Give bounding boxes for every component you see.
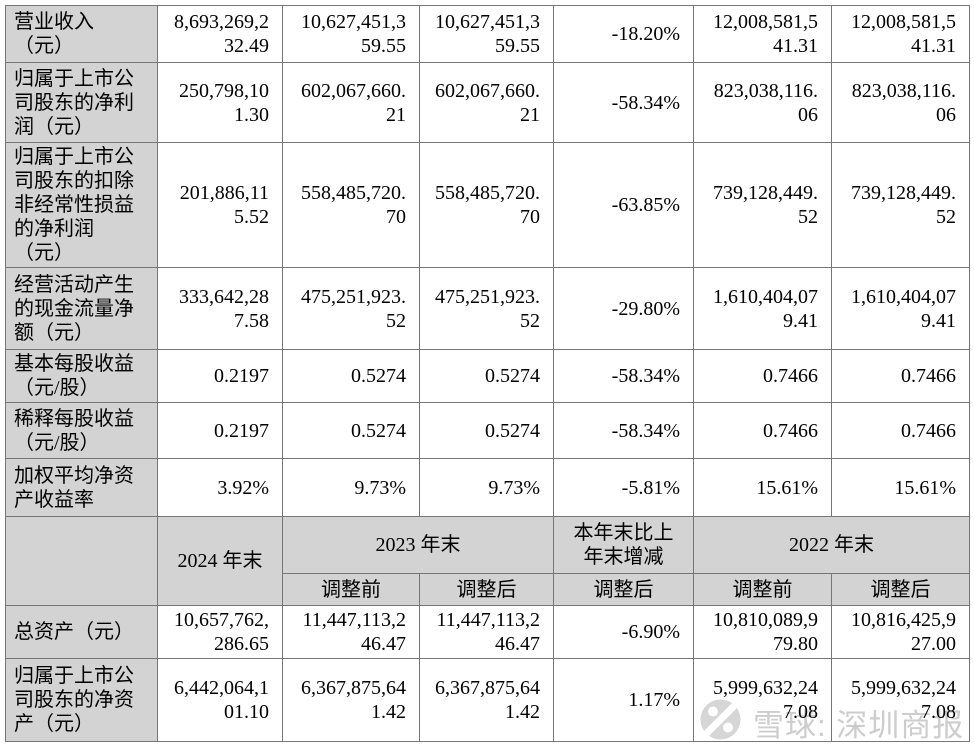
header-2023-post-adjust: 调整后 [419,573,554,606]
table-row-operating-cash-flow: 经营活动产生 的现金流量净 额（元） 333,642,287.58 475,25… [5,267,970,350]
table-row-deducted-net-profit: 归属于上市公 司股东的扣除 非经常性损益 的净利润 （元） 201,886,11… [5,142,970,268]
diluted-eps-2023-post: 0.5274 [419,402,554,459]
row-label-operating-cash-flow: 经营活动产生 的现金流量净 额（元） [5,267,158,350]
row-label-net-profit: 归属于上市公 司股东的净利 润（元） [5,62,158,143]
header-2024-year-end: 2024 年末 [157,516,283,606]
roe-2023-pre: 9.73% [282,458,420,517]
header-2022-pre-adjust: 调整前 [693,573,832,606]
cash-flow-2023-post: 475,251,923.52 [419,267,554,350]
table-row-total-assets: 总资产（元） 10,657,762,286.65 11,447,113,246.… [5,605,970,659]
deducted-net-profit-2024: 201,886,115.52 [157,142,283,268]
basic-eps-2024: 0.2197 [157,349,283,403]
deducted-net-profit-2022-post: 739,128,449.52 [831,142,970,268]
revenue-2024: 8,693,269,232.49 [157,5,283,63]
deducted-net-profit-2022-pre: 739,128,449.52 [693,142,832,268]
total-assets-change: -6.90% [553,605,694,659]
adjustment-header-row: 调整前 调整后 调整后 调整前 调整后 [6,573,970,606]
revenue-2022-pre: 12,008,581,541.31 [693,5,832,63]
row-label-deducted-net-profit: 归属于上市公 司股东的扣除 非经常性损益 的净利润 （元） [5,142,158,268]
net-assets-2023-pre: 6,367,875,641.42 [282,658,420,742]
diluted-eps-2022-post: 0.7466 [831,402,970,459]
cash-flow-2022-post: 1,610,404,079.41 [831,267,970,350]
cash-flow-2023-pre: 475,251,923.52 [282,267,420,350]
header-2022-post-adjust: 调整后 [831,573,970,606]
net-assets-2022-pre: 5,999,632,247.08 [693,658,832,742]
total-assets-2022-pre: 10,810,089,979.80 [693,605,832,659]
deducted-net-profit-2023-pre: 558,485,720.70 [282,142,420,268]
basic-eps-2022-post: 0.7466 [831,349,970,403]
header-yoy-change: 本年末比上 年末增减 [553,516,694,574]
diluted-eps-2023-pre: 0.5274 [282,402,420,459]
deducted-net-profit-change: -63.85% [553,142,694,268]
cash-flow-2024: 333,642,287.58 [157,267,283,350]
row-label-basic-eps: 基本每股收益 （元/股） [5,349,158,403]
revenue-2023-post: 10,627,451,359.55 [419,5,554,63]
header-2023-year-end: 2023 年末 [282,516,554,574]
row-label-revenue: 营业收入 （元） [5,5,158,63]
total-assets-2024: 10,657,762,286.65 [157,605,283,659]
roe-2024: 3.92% [157,458,283,517]
revenue-2022-post: 12,008,581,541.31 [831,5,970,63]
basic-eps-2022-pre: 0.7466 [693,349,832,403]
table-row-net-assets: 归属于上市公 司股东的净资 产（元） 6,442,064,101.10 6,36… [5,658,970,742]
net-assets-change: 1.17% [553,658,694,742]
net-profit-2023-pre: 602,067,660.21 [282,62,420,143]
net-assets-2022-post: 5,999,632,247.08 [831,658,970,742]
net-profit-2023-post: 602,067,660.21 [419,62,554,143]
net-profit-2022-post: 823,038,116.06 [831,62,970,143]
empty-header-cell [5,516,158,606]
row-label-weighted-roe: 加权平均净资 产收益率 [5,458,158,517]
revenue-2023-pre: 10,627,451,359.55 [282,5,420,63]
net-profit-2022-pre: 823,038,116.06 [693,62,832,143]
header-change-post-adjust: 调整后 [553,573,694,606]
net-assets-2023-post: 6,367,875,641.42 [419,658,554,742]
net-profit-2024: 250,798,101.30 [157,62,283,143]
roe-2022-pre: 15.61% [693,458,832,517]
net-assets-2024: 6,442,064,101.10 [157,658,283,742]
table-row-basic-eps: 基本每股收益 （元/股） 0.2197 0.5274 0.5274 -58.34… [5,349,970,403]
table-row-diluted-eps: 稀释每股收益 （元/股） 0.2197 0.5274 0.5274 -58.34… [5,402,970,459]
deducted-net-profit-2023-post: 558,485,720.70 [419,142,554,268]
table-row-weighted-roe: 加权平均净资 产收益率 3.92% 9.73% 9.73% -5.81% 15.… [5,458,970,517]
basic-eps-2023-pre: 0.5274 [282,349,420,403]
diluted-eps-2022-pre: 0.7466 [693,402,832,459]
diluted-eps-2024: 0.2197 [157,402,283,459]
total-assets-2023-pre: 11,447,113,246.47 [282,605,420,659]
table-row-revenue: 营业收入 （元） 8,693,269,232.49 10,627,451,359… [5,5,970,63]
financial-summary-table: 营业收入 （元） 8,693,269,232.49 10,627,451,359… [5,5,970,742]
basic-eps-2023-post: 0.5274 [419,349,554,403]
diluted-eps-change: -58.34% [553,402,694,459]
row-label-total-assets: 总资产（元） [5,605,158,659]
roe-2023-post: 9.73% [419,458,554,517]
row-label-net-assets: 归属于上市公 司股东的净资 产（元） [5,658,158,742]
header-2023-pre-adjust: 调整前 [282,573,420,606]
header-2022-year-end: 2022 年末 [693,516,970,574]
total-assets-2023-post: 11,447,113,246.47 [419,605,554,659]
table-row-net-profit: 归属于上市公 司股东的净利 润（元） 250,798,101.30 602,06… [5,62,970,143]
roe-2022-post: 15.61% [831,458,970,517]
roe-change: -5.81% [553,458,694,517]
basic-eps-change: -58.34% [553,349,694,403]
cash-flow-2022-pre: 1,610,404,079.41 [693,267,832,350]
revenue-change: -18.20% [553,5,694,63]
period-header-row: 2024 年末 2023 年末 本年末比上 年末增减 2022 年末 [5,516,970,606]
cash-flow-change: -29.80% [553,267,694,350]
row-label-diluted-eps: 稀释每股收益 （元/股） [5,402,158,459]
total-assets-2022-post: 10,816,425,927.00 [831,605,970,659]
net-profit-change: -58.34% [553,62,694,143]
